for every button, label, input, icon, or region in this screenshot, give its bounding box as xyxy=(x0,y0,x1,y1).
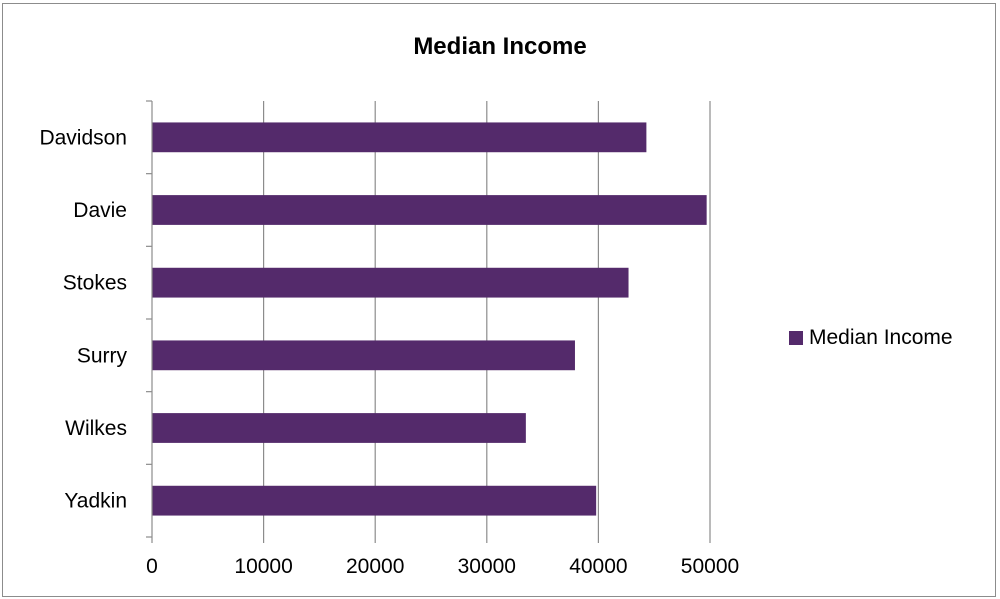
bar-davidson xyxy=(152,122,647,153)
bar-davie xyxy=(152,195,707,225)
bar-stokes xyxy=(152,267,629,298)
category-label: Wilkes xyxy=(65,417,127,440)
bar-yadkin xyxy=(152,485,597,516)
category-label: Surry xyxy=(77,344,128,367)
legend: Median Income xyxy=(789,326,953,350)
chart-title: Median Income xyxy=(413,33,587,60)
bars xyxy=(152,122,707,516)
x-tick-label: 10000 xyxy=(234,555,292,578)
category-label: Stokes xyxy=(63,272,127,295)
legend-label: Median Income xyxy=(809,326,953,349)
tick-labels: Davidson Davie Stokes Surry Wilkes Yadkin 0 100… xyxy=(39,126,739,578)
legend-swatch xyxy=(789,331,803,345)
bar-surry xyxy=(152,340,575,371)
category-label: Davidson xyxy=(39,126,127,149)
category-label: Yadkin xyxy=(64,490,127,513)
axes xyxy=(146,100,711,543)
x-tick-label: 40000 xyxy=(569,555,627,578)
gridlines xyxy=(263,101,711,537)
bar-wilkes xyxy=(152,413,526,443)
x-tick-label: 20000 xyxy=(346,555,404,578)
x-tick-label: 50000 xyxy=(681,555,739,578)
category-label: Davie xyxy=(73,199,127,222)
x-tick-label: 0 xyxy=(146,555,158,578)
x-tick-label: 30000 xyxy=(458,555,516,578)
